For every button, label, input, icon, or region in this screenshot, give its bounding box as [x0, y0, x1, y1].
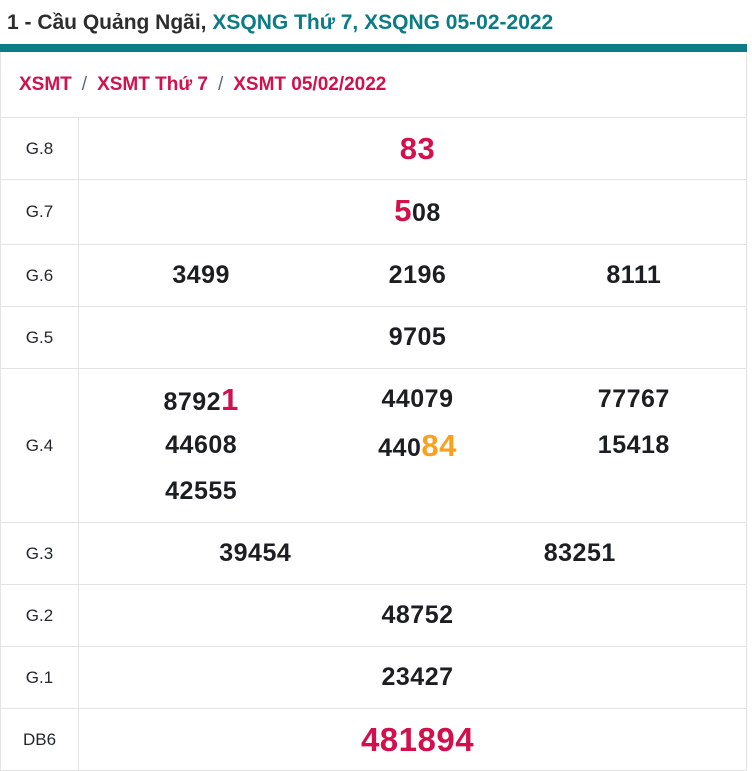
prize-row-g4: G.4 8792 1 44079 77767 44608 440 84 15418 42555: [1, 368, 746, 522]
prize-digit-segment: 5: [394, 193, 412, 228]
prize-digit-segment: 3499: [172, 261, 230, 289]
prize-row-g8: G.8 83: [1, 117, 746, 179]
results-panel: XSMT / XSMT Thứ 7 / XSMT 05/02/2022 G.8 83 G.7…: [0, 44, 747, 771]
prize-value: 44608: [93, 424, 309, 470]
prize-cells-g4: 8792 1 44079 77767 44608 440 84 15418 42555: [79, 369, 746, 522]
prize-row-g5: G.5 9705: [1, 306, 746, 368]
page-title: 1 - Cầu Quảng Ngãi, XSQNG Thứ 7, XSQNG 0…: [0, 0, 752, 44]
prize-digit-segment: 44608: [165, 431, 238, 459]
prize-digit-segment: 9705: [388, 323, 447, 351]
prize-digit-segment: 8792: [163, 388, 222, 416]
prize-digit-segment: 48752: [381, 601, 454, 629]
prize-digit-segment: 83251: [543, 539, 616, 567]
prize-cells-g2: 48752: [79, 585, 746, 646]
prize-digit-segment: 08: [411, 199, 441, 227]
prize-row-g3: G.3 39454 83251: [1, 522, 746, 584]
prize-row-db6: DB6 481894: [1, 708, 746, 770]
prize-label-g4: G.4: [1, 369, 79, 522]
prize-digit-segment: 15418: [597, 431, 670, 459]
prize-digit-segment: 1: [221, 382, 239, 417]
prize-label-g2: G.2: [1, 585, 79, 646]
prize-value: 3499: [93, 254, 309, 297]
prize-row-g7: G.7 5 08: [1, 179, 746, 244]
prize-digit-segment: 8111: [606, 261, 662, 289]
prize-cells-g8: 83: [79, 118, 746, 179]
prize-value: 23427: [93, 656, 742, 699]
prize-digit-segment: 2196: [388, 261, 447, 289]
prize-digit-segment: 83: [399, 131, 436, 166]
prize-value: 8111: [526, 254, 742, 297]
breadcrumb-link-1[interactable]: XSMT Thứ 7: [97, 74, 208, 95]
prize-value: 48752: [93, 594, 742, 637]
prize-label-g5: G.5: [1, 307, 79, 368]
breadcrumb-link-2[interactable]: XSMT 05/02/2022: [233, 74, 387, 95]
prize-value: 83251: [418, 532, 743, 575]
prize-value: 42555: [93, 470, 309, 513]
prize-digit-segment: 440: [378, 434, 422, 462]
prize-cells-g7: 5 08: [79, 180, 746, 244]
prize-row-g1: G.1 23427: [1, 646, 746, 708]
prize-digit-segment: 77767: [597, 385, 670, 413]
page-title-day: XSQNG Thứ 7,: [212, 11, 359, 34]
prize-digit-segment: 44079: [381, 385, 454, 413]
prize-cells-g5: 9705: [79, 307, 746, 368]
prize-value: 77767: [526, 378, 742, 424]
prize-value: 481894: [93, 718, 742, 761]
breadcrumb: XSMT / XSMT Thứ 7 / XSMT 05/02/2022: [1, 52, 746, 117]
prize-digit-segment: 23427: [381, 663, 454, 691]
results-table: G.8 83 G.7 5 08 G.6 3499 2196 8111 G.5 9705 G.4 8792…: [1, 117, 746, 770]
prize-value: 2196: [309, 254, 525, 297]
prize-digit-segment: 39454: [219, 539, 292, 567]
prize-value: 8792 1: [93, 378, 309, 424]
prize-label-g6: G.6: [1, 245, 79, 306]
prize-cells-db6: 481894: [79, 709, 746, 770]
page-title-prefix: 1 - Cầu Quảng Ngãi,: [7, 11, 207, 34]
prize-label-db6: DB6: [1, 709, 79, 770]
breadcrumb-separator: /: [81, 74, 88, 95]
prize-row-g6: G.6 3499 2196 8111: [1, 244, 746, 306]
prize-cells-g3: 39454 83251: [79, 523, 746, 584]
prize-label-g3: G.3: [1, 523, 79, 584]
prize-label-g7: G.7: [1, 180, 79, 244]
prize-digit-segment: 84: [421, 428, 457, 463]
breadcrumb-separator: /: [217, 74, 224, 95]
prize-cells-g6: 3499 2196 8111: [79, 245, 746, 306]
prize-value: 83: [93, 127, 742, 170]
prize-label-g1: G.1: [1, 647, 79, 708]
prize-value: 44079: [309, 378, 525, 424]
prize-label-g8: G.8: [1, 118, 79, 179]
breadcrumb-link-0[interactable]: XSMT: [19, 74, 72, 95]
prize-digit-segment: 42555: [165, 477, 238, 505]
teal-accent-bar: [0, 44, 747, 52]
prize-digit-segment: 481894: [360, 721, 475, 758]
prize-value: 15418: [526, 424, 742, 470]
prize-row-g2: G.2 48752: [1, 584, 746, 646]
prize-value: 9705: [93, 316, 742, 359]
prize-cells-g1: 23427: [79, 647, 746, 708]
prize-value: 440 84: [309, 424, 525, 470]
page-title-date: XSQNG 05-02-2022: [364, 11, 554, 34]
prize-value: 39454: [93, 532, 418, 575]
prize-value: 5 08: [93, 189, 742, 235]
